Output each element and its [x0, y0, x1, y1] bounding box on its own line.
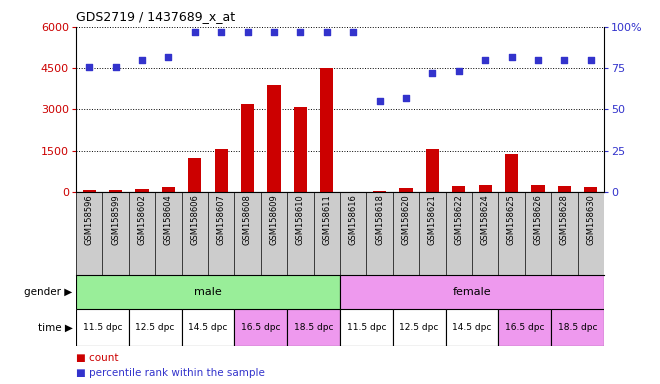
Text: ■ count: ■ count: [76, 353, 118, 363]
Point: [453, 68, 464, 74]
Bar: [267, 85, 280, 192]
Text: GSM158610: GSM158610: [296, 194, 305, 245]
Point: [427, 70, 438, 76]
Bar: [76, 275, 340, 309]
Text: 14.5 dpc: 14.5 dpc: [452, 323, 492, 332]
Point: [559, 57, 570, 63]
Text: male: male: [194, 287, 222, 297]
Text: GSM158596: GSM158596: [84, 194, 94, 245]
Bar: [498, 309, 551, 346]
Text: 16.5 dpc: 16.5 dpc: [241, 323, 280, 332]
Text: GSM158625: GSM158625: [507, 194, 516, 245]
Text: GSM158602: GSM158602: [137, 194, 147, 245]
Text: GSM158608: GSM158608: [243, 194, 252, 245]
Bar: [294, 107, 307, 192]
Text: 18.5 dpc: 18.5 dpc: [294, 323, 333, 332]
Bar: [531, 185, 544, 192]
Point: [137, 57, 147, 63]
Text: female: female: [453, 287, 491, 297]
Text: 11.5 dpc: 11.5 dpc: [82, 323, 122, 332]
Text: GSM158611: GSM158611: [322, 194, 331, 245]
Point: [242, 29, 253, 35]
Bar: [82, 190, 96, 192]
Bar: [135, 189, 148, 192]
Text: GSM158626: GSM158626: [533, 194, 543, 245]
Text: 16.5 dpc: 16.5 dpc: [505, 323, 544, 332]
Point: [506, 53, 517, 60]
Point: [84, 63, 94, 70]
Bar: [287, 309, 340, 346]
Bar: [558, 187, 571, 192]
Bar: [340, 309, 393, 346]
Bar: [129, 309, 182, 346]
Bar: [340, 275, 604, 309]
Text: GSM158607: GSM158607: [216, 194, 226, 245]
Bar: [188, 157, 201, 192]
Point: [189, 29, 200, 35]
Text: time ▶: time ▶: [38, 323, 73, 333]
Bar: [446, 309, 498, 346]
Point: [216, 29, 226, 35]
Bar: [182, 309, 234, 346]
Bar: [478, 185, 492, 192]
Point: [269, 29, 279, 35]
Bar: [505, 154, 518, 192]
Text: GSM158630: GSM158630: [586, 194, 595, 245]
Text: GSM158628: GSM158628: [560, 194, 569, 245]
Text: GSM158624: GSM158624: [480, 194, 490, 245]
Text: ■ percentile rank within the sample: ■ percentile rank within the sample: [76, 367, 265, 377]
Bar: [584, 187, 597, 192]
Text: gender ▶: gender ▶: [24, 287, 73, 297]
Point: [321, 29, 332, 35]
Bar: [241, 104, 254, 192]
Bar: [393, 309, 446, 346]
Text: 18.5 dpc: 18.5 dpc: [558, 323, 597, 332]
Bar: [234, 309, 287, 346]
Text: GSM158609: GSM158609: [269, 194, 279, 245]
Text: GSM158606: GSM158606: [190, 194, 199, 245]
Bar: [452, 187, 465, 192]
Bar: [373, 191, 386, 192]
Bar: [214, 149, 228, 192]
Text: GDS2719 / 1437689_x_at: GDS2719 / 1437689_x_at: [76, 10, 235, 23]
Text: GSM158622: GSM158622: [454, 194, 463, 245]
Bar: [109, 190, 122, 192]
Bar: [320, 68, 333, 192]
Bar: [76, 309, 129, 346]
Bar: [162, 187, 175, 192]
Text: GSM158620: GSM158620: [401, 194, 411, 245]
Point: [585, 57, 596, 63]
Point: [348, 29, 358, 35]
Text: 12.5 dpc: 12.5 dpc: [135, 323, 175, 332]
Point: [110, 63, 121, 70]
Bar: [399, 188, 412, 192]
Point: [480, 57, 490, 63]
Text: GSM158618: GSM158618: [375, 194, 384, 245]
Text: GSM158604: GSM158604: [164, 194, 173, 245]
Text: 12.5 dpc: 12.5 dpc: [399, 323, 439, 332]
Point: [401, 95, 411, 101]
Text: GSM158616: GSM158616: [348, 194, 358, 245]
Point: [533, 57, 543, 63]
Text: GSM158621: GSM158621: [428, 194, 437, 245]
Bar: [551, 309, 604, 346]
Point: [163, 53, 174, 60]
Text: GSM158599: GSM158599: [111, 194, 120, 245]
Bar: [426, 149, 439, 192]
Text: 14.5 dpc: 14.5 dpc: [188, 323, 228, 332]
Point: [374, 98, 385, 104]
Point: [295, 29, 306, 35]
Text: 11.5 dpc: 11.5 dpc: [346, 323, 386, 332]
